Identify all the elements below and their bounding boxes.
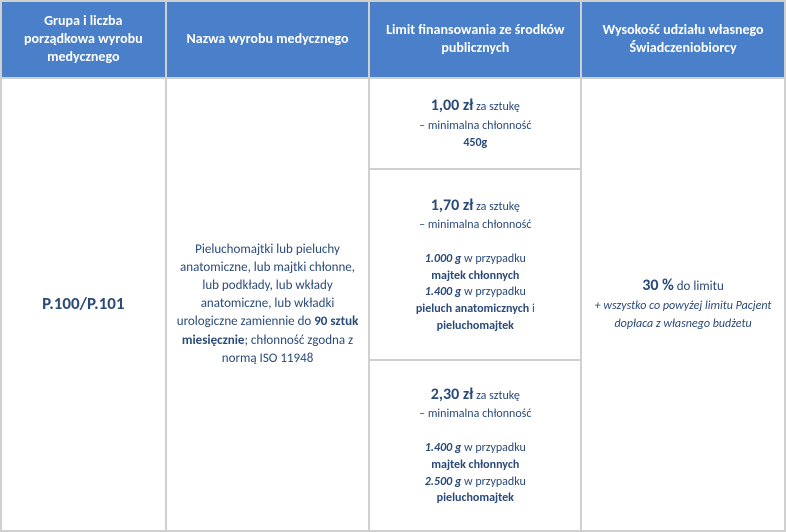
type-2: pieluchomajtek <box>437 491 514 505</box>
type-2a: pieluch anatomicznych <box>416 302 529 316</box>
gram-1: 1.400 g <box>425 441 462 455</box>
limit-tier-2: 1,70 zł za sztukę – minimalna chłonność … <box>369 169 581 360</box>
gram-2: 1.400 g <box>425 285 462 299</box>
case-2: w przypadku <box>461 285 526 299</box>
price-unit: za sztukę <box>473 200 519 214</box>
limit-tier-1: 1,00 zł za sztukę – minimalna chłonność … <box>369 78 581 170</box>
and-text: i <box>529 302 534 316</box>
header-limit: Limit finansowania ze środków publicznyc… <box>369 1 581 78</box>
type-2b: pieluchomajtek <box>437 319 514 333</box>
product-code: P.100/P.101 <box>1 78 166 531</box>
type-1: majtek chłonnych <box>431 269 519 283</box>
price-unit: za sztukę <box>473 389 519 403</box>
min-value: 450g <box>463 136 487 150</box>
price-value: 1,70 zł <box>431 196 474 215</box>
price-value: 1,00 zł <box>431 96 474 115</box>
case-1: w przypadku <box>461 441 526 455</box>
min-label: – minimalna chłonność <box>419 218 531 232</box>
product-description: Pieluchomajtki lub pieluchy anatomiczne,… <box>166 78 370 531</box>
min-label: – minimalna chłonność <box>419 119 531 133</box>
price-unit: za sztukę <box>473 100 519 114</box>
share-percent: 30 % <box>642 276 674 295</box>
reimbursement-table: Grupa i liczba porządkowa wyrobu medyczn… <box>0 0 786 532</box>
case-1: w przypadku <box>461 252 526 266</box>
header-group: Grupa i liczba porządkowa wyrobu medyczn… <box>1 1 166 78</box>
table-row: P.100/P.101 Pieluchomajtki lub pieluchy … <box>1 78 785 170</box>
header-name: Nazwa wyrobu medycznego <box>166 1 370 78</box>
limit-tier-3: 2,30 zł za sztukę – minimalna chłonność … <box>369 360 581 531</box>
share-note: + wszystko co powyżej limitu Pacjent dop… <box>595 299 772 331</box>
min-label: – minimalna chłonność <box>419 407 531 421</box>
gram-1: 1.000 g <box>425 252 462 266</box>
type-1: majtek chłonnych <box>431 458 519 472</box>
header-share: Wysokość udziału własnego Świadczeniobio… <box>581 1 785 78</box>
gram-2: 2.500 g <box>425 475 462 489</box>
share-suffix: do limitu <box>674 279 724 294</box>
case-2: w przypadku <box>461 475 526 489</box>
price-value: 2,30 zł <box>431 385 474 404</box>
table-header-row: Grupa i liczba porządkowa wyrobu medyczn… <box>1 1 785 78</box>
share-cell: 30 % do limitu + wszystko co powyżej lim… <box>581 78 785 531</box>
